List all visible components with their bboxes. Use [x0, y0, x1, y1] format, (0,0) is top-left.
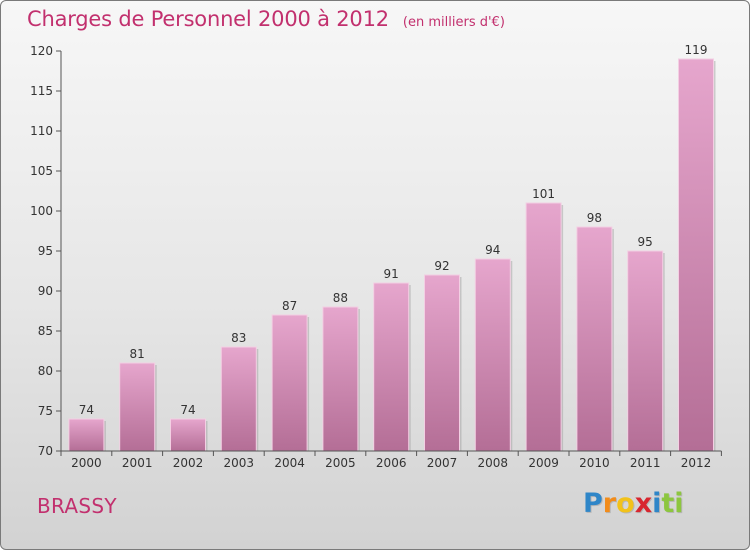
- logo-letter: r: [602, 488, 617, 519]
- x-tick-label: 2009: [528, 456, 559, 470]
- value-label: 98: [587, 211, 602, 225]
- bar-2010: [576, 226, 613, 452]
- y-tick-label: 120: [30, 44, 53, 58]
- y-tick-label: 90: [38, 284, 53, 298]
- y-tick-label: 70: [38, 444, 53, 458]
- value-label: 101: [532, 187, 555, 201]
- value-label: 119: [685, 43, 708, 57]
- bar-2009: [525, 202, 562, 452]
- value-label: 88: [333, 291, 348, 305]
- bar-2011: [627, 250, 664, 452]
- x-tick-label: 2008: [478, 456, 509, 470]
- value-label: 74: [180, 403, 195, 417]
- x-tick-label: 2007: [427, 456, 458, 470]
- x-tick-label: 2002: [173, 456, 204, 470]
- title-row: Charges de Personnel 2000 à 2012 (en mill…: [27, 7, 505, 31]
- x-tick-label: 2003: [224, 456, 255, 470]
- bar-2001: [119, 362, 156, 452]
- bar-2003: [220, 346, 257, 452]
- x-tick-label: 2005: [325, 456, 356, 470]
- y-tick-label: 105: [30, 164, 53, 178]
- x-tick-label: 2001: [122, 456, 153, 470]
- x-axis: 2000 2001 2002 2003 2004 2005 2006 2007 2008 2009…: [60, 450, 722, 470]
- value-label: 91: [384, 267, 399, 281]
- y-tick-label: 85: [38, 324, 53, 338]
- x-tick-label: 2012: [681, 456, 712, 470]
- logo-letter: x: [634, 488, 653, 519]
- bar-2004: [271, 314, 308, 452]
- logo-letter: t: [661, 488, 675, 519]
- value-label: 95: [638, 235, 653, 249]
- value-label: 81: [130, 347, 145, 361]
- x-tick-label: 2006: [376, 456, 407, 470]
- x-tick-label: 2004: [274, 456, 305, 470]
- x-tick-label: 2000: [71, 456, 102, 470]
- chart-subtitle: (en milliers d'€): [402, 15, 505, 30]
- y-tick-label: 75: [38, 404, 53, 418]
- y-tick-label: 115: [30, 84, 53, 98]
- value-label: 87: [282, 299, 297, 313]
- logo-letter: o: [616, 488, 635, 519]
- x-tick-label: 2011: [630, 456, 661, 470]
- bar-2000: [68, 418, 105, 452]
- y-tick-label: 110: [30, 124, 53, 138]
- bar-2008: [474, 258, 511, 452]
- x-tick-label: 2010: [579, 456, 610, 470]
- logo-letter: P: [583, 488, 603, 519]
- logo-letter: i: [652, 488, 662, 519]
- y-tick-label: 95: [38, 244, 53, 258]
- bar-2005: [322, 306, 359, 452]
- bars: 74 81 74 83 87 88 91 92 94 101 98 95 119: [68, 43, 716, 452]
- place-name: BRASSY: [37, 494, 117, 518]
- bar-2012: [678, 58, 714, 452]
- value-label: 94: [485, 243, 500, 257]
- logo-letter: i: [674, 488, 684, 519]
- chart-title: Charges de Personnel 2000 à 2012: [27, 7, 389, 31]
- y-tick-label: 100: [30, 204, 53, 218]
- bar-2002: [170, 418, 206, 452]
- proxiti-logo: Proxiti: [583, 488, 684, 519]
- value-label: 83: [231, 331, 246, 345]
- y-tick-label: 80: [38, 364, 53, 378]
- value-label: 74: [79, 403, 94, 417]
- bar-2006: [373, 282, 410, 452]
- value-label: 92: [434, 259, 449, 273]
- y-axis: 70 75 80 85 90 95 100 105 110 115 120: [30, 44, 62, 458]
- bar-2007: [424, 274, 460, 452]
